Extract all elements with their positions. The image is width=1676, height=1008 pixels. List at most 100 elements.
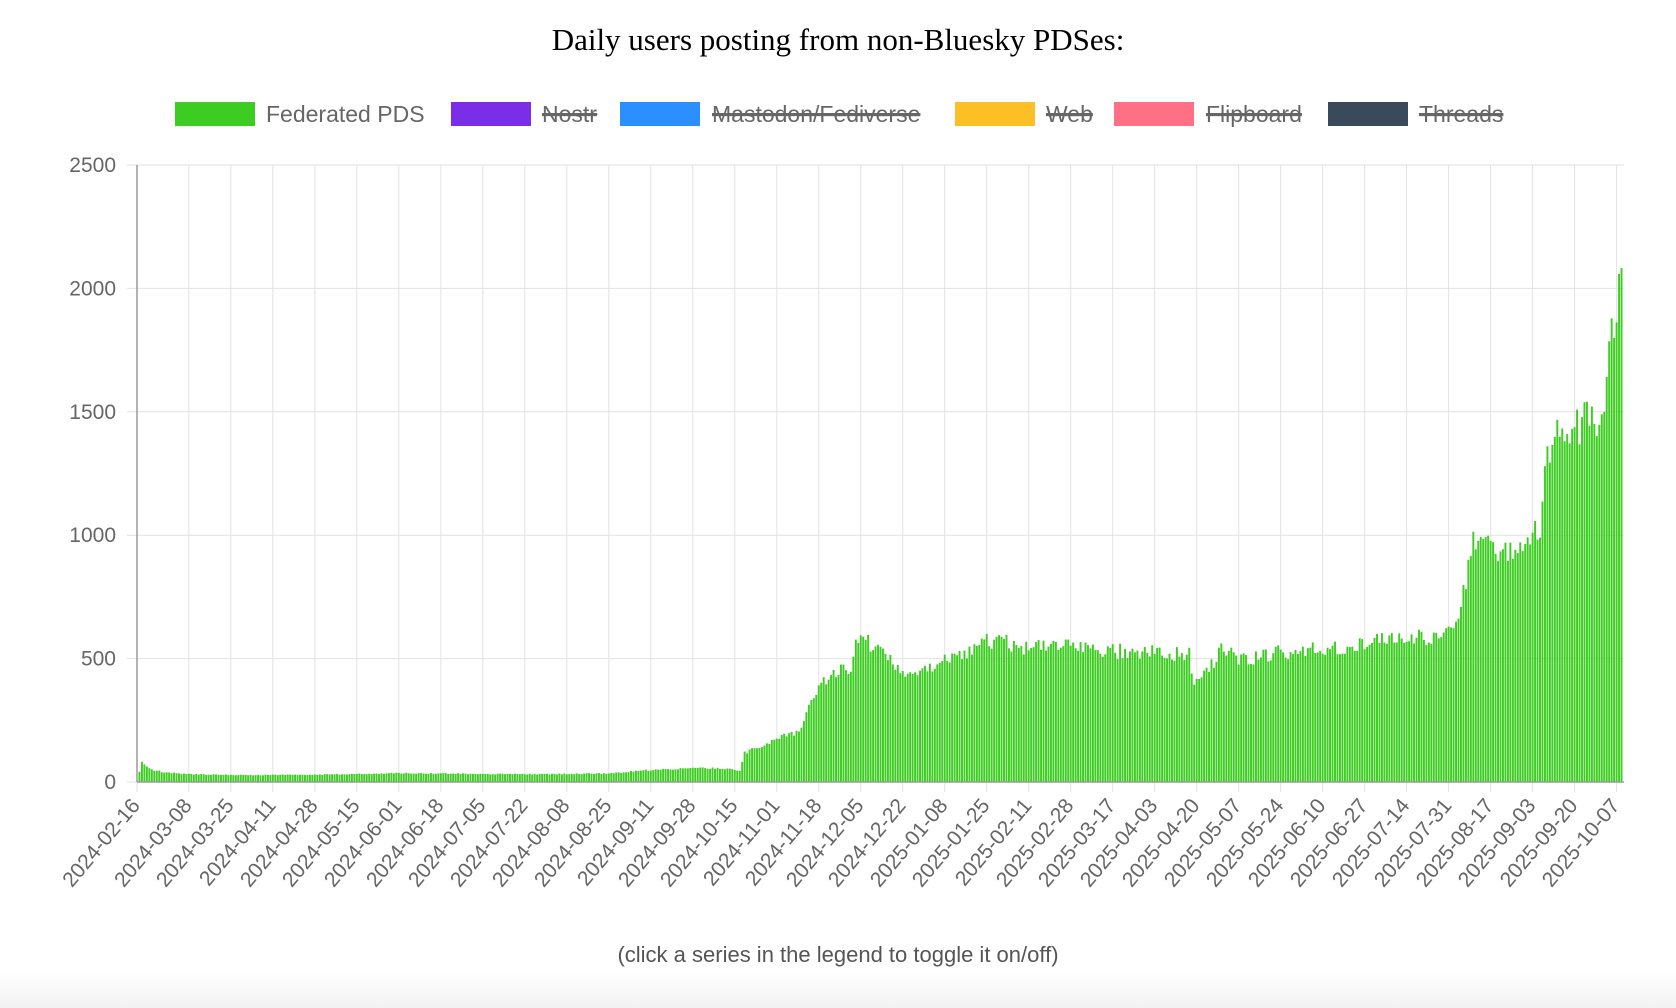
legend-item-mastodon-fediverse[interactable]: Mastodon/Fediverse (620, 101, 921, 127)
bar (1319, 650, 1322, 782)
bar (286, 774, 289, 782)
bar (242, 775, 245, 782)
bar (941, 661, 944, 782)
bar (1131, 648, 1134, 782)
bar (516, 773, 519, 782)
bar (961, 659, 963, 782)
bar (313, 774, 316, 782)
bar (185, 774, 188, 782)
bar (822, 677, 825, 782)
bar (1188, 647, 1191, 782)
bar (215, 774, 218, 782)
bar (521, 773, 524, 782)
bar (676, 769, 679, 782)
bar (494, 774, 497, 782)
bar (1351, 646, 1354, 782)
bar (1447, 626, 1450, 782)
bar (575, 773, 578, 782)
bar (1383, 642, 1386, 782)
bar (1185, 654, 1188, 782)
bar (1516, 553, 1519, 782)
bar (1455, 621, 1457, 782)
legend-item-threads[interactable]: Threads (1328, 101, 1504, 127)
bar (1420, 631, 1423, 782)
bar (336, 773, 339, 782)
bar (1472, 531, 1475, 782)
bar (476, 774, 479, 782)
bar (1124, 648, 1127, 782)
bar (523, 774, 526, 782)
bar (318, 774, 321, 782)
y-tick-label: 0 (104, 771, 116, 794)
bar (1047, 646, 1050, 782)
bar (526, 774, 529, 782)
bar (617, 772, 620, 782)
bar (425, 773, 427, 782)
bar (1252, 664, 1255, 782)
bar (763, 745, 766, 782)
bar (830, 674, 833, 782)
bar (308, 774, 311, 782)
bar (1425, 645, 1428, 782)
bar (269, 775, 272, 782)
bar (266, 774, 269, 782)
bar (341, 774, 343, 782)
bar (699, 767, 702, 782)
bar (879, 646, 882, 782)
bar (375, 773, 378, 782)
bar (1590, 406, 1593, 782)
bar (563, 773, 566, 782)
bar (973, 644, 976, 782)
bar (812, 698, 815, 782)
bar (1571, 428, 1574, 782)
bar (1217, 647, 1220, 782)
bar (1553, 436, 1556, 782)
bar (1321, 653, 1324, 782)
bar (1561, 428, 1564, 782)
bar (1138, 658, 1141, 782)
bar (926, 671, 929, 782)
bar (1346, 646, 1349, 782)
bar (326, 774, 329, 782)
bar (1460, 606, 1462, 782)
bar (560, 774, 563, 782)
bar (704, 768, 707, 782)
bar (1245, 655, 1248, 782)
bar (1324, 654, 1327, 782)
bar (1077, 650, 1080, 782)
bar (1442, 632, 1445, 782)
bar (1084, 642, 1087, 782)
bar (825, 684, 828, 782)
bar (815, 694, 818, 782)
bar (891, 664, 894, 782)
bar (1469, 556, 1472, 782)
bar (1477, 541, 1480, 782)
bar (1062, 646, 1065, 782)
bar (1166, 658, 1168, 782)
legend-item-federated-pds[interactable]: Federated PDS (175, 101, 425, 127)
bar (568, 774, 571, 782)
bar (1289, 652, 1292, 782)
bar (728, 768, 731, 782)
bar (1484, 537, 1487, 782)
bar (1608, 341, 1611, 782)
bar (1230, 647, 1233, 782)
bar (1393, 642, 1396, 782)
bar (1030, 648, 1033, 782)
bar (1502, 549, 1504, 782)
legend-item-web[interactable]: Web (955, 101, 1093, 127)
bar (1027, 650, 1030, 782)
bar (956, 655, 959, 782)
bar (291, 774, 294, 782)
legend-item-flipboard[interactable]: Flipboard (1114, 101, 1302, 127)
bar (333, 774, 336, 782)
bar (1003, 638, 1005, 782)
bar (1096, 650, 1099, 782)
bar (346, 774, 348, 782)
bar (474, 773, 477, 782)
bar (1064, 639, 1067, 782)
bar (706, 768, 709, 782)
bar (1042, 640, 1045, 782)
legend-item-nostr[interactable]: Nostr (451, 101, 598, 127)
bar (1304, 655, 1307, 782)
